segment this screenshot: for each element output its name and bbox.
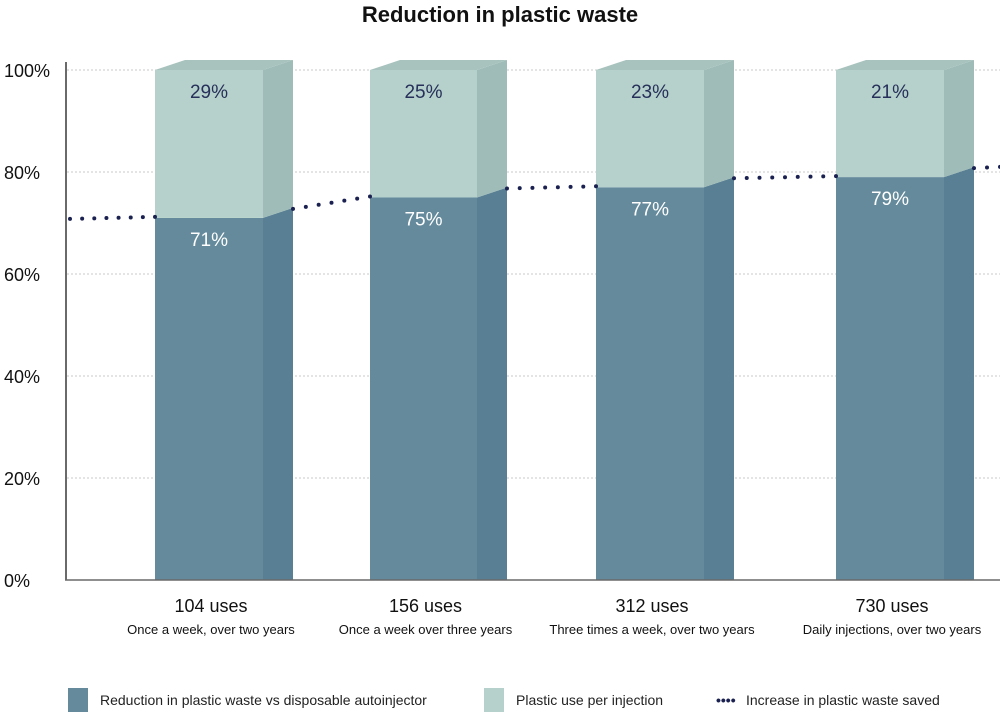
y-tick-label: 0%: [4, 571, 30, 591]
trend-line-dot: [581, 184, 586, 189]
bar-plastic-use-side: [477, 60, 507, 198]
bar-reduction: [155, 217, 263, 580]
bar-stack: 21% 79%: [836, 60, 974, 580]
trend-line-dot: [834, 174, 838, 179]
legend-swatch-reduction: [68, 688, 88, 712]
bar-plastic-use-side: [263, 60, 293, 218]
trend-line-dot: [329, 200, 334, 205]
trend-line-dot: [316, 202, 321, 207]
x-tick-label: 730 uses: [855, 596, 928, 616]
bar-top-face: [370, 60, 507, 70]
bar-reduction: [370, 197, 477, 580]
data-label-reduction: 71%: [190, 230, 228, 251]
trend-line-dot: [530, 185, 535, 190]
trend-line-dot: [732, 176, 736, 181]
bar-top-face: [836, 60, 974, 70]
x-tick-label: 312 uses: [615, 596, 688, 616]
legend-item-reduction: Reduction in plastic waste vs disposable…: [68, 688, 427, 712]
x-tick-sublabel: Daily injections, over two years: [803, 622, 982, 637]
trend-line-dot: [116, 215, 121, 220]
bar-stack: 23% 77%: [596, 60, 734, 581]
legend-dotted-line-icon: ••••: [716, 692, 736, 708]
trend-line-dot: [80, 216, 85, 221]
bar-stack: 25% 75%: [370, 60, 507, 580]
x-tick-label: 104 uses: [174, 596, 247, 616]
chart-title: Reduction in plastic waste: [361, 2, 639, 27]
trend-line-dot: [783, 175, 787, 180]
trend-line-dot: [517, 186, 522, 191]
bar-plastic-use: [370, 70, 477, 198]
legend-swatch-plastic-use: [484, 688, 504, 712]
data-label-reduction: 79%: [871, 189, 909, 210]
trend-line-dot: [808, 174, 813, 179]
y-tick-label: 100%: [4, 61, 50, 81]
trend-line-dot: [555, 185, 560, 190]
bar-plastic-use-side: [704, 60, 734, 188]
bar-plastic-use-side: [944, 60, 974, 178]
bar-reduction-side: [944, 167, 974, 580]
legend-label-plastic-use: Plastic use per injection: [516, 692, 664, 708]
trend-line-dot: [972, 166, 976, 171]
trend-line: [68, 164, 1000, 221]
bar-reduction-side: [263, 207, 293, 580]
y-axis-ticks: 0% 20% 40% 60% 80% 100%: [4, 61, 50, 591]
data-label-reduction: 77%: [631, 199, 669, 220]
trend-line-dot: [757, 175, 762, 180]
data-label-plastic-use: 23%: [631, 82, 669, 103]
bar-top-face: [155, 60, 293, 70]
bar-plastic-use: [155, 70, 263, 218]
y-tick-label: 60%: [4, 265, 40, 285]
bars: 29% 71% 25% 75% 23% 77% 21% 79%: [155, 60, 974, 581]
bar-top-face: [596, 60, 734, 70]
trend-line-dot: [92, 216, 97, 221]
bar-stack: 29% 71%: [155, 60, 293, 580]
trend-line-dot: [744, 176, 749, 181]
x-tick-label: 156 uses: [389, 596, 462, 616]
trend-line-dot: [355, 196, 360, 201]
legend-label-increase-saved: Increase in plastic waste saved: [746, 692, 940, 708]
trend-line-dot: [985, 165, 989, 170]
data-label-plastic-use: 29%: [190, 82, 228, 103]
trend-line-dot: [505, 186, 509, 191]
x-tick-sublabel: Once a week over three years: [339, 622, 513, 637]
trend-line-dot: [291, 206, 295, 211]
trend-line-dot: [153, 214, 157, 219]
legend-item-increase-saved: •••• Increase in plastic waste saved: [716, 688, 940, 712]
y-tick-label: 40%: [4, 367, 40, 387]
trend-line-dot: [68, 216, 72, 221]
bar-plastic-use: [836, 70, 944, 178]
bar-reduction: [836, 177, 944, 580]
y-tick-label: 20%: [4, 469, 40, 489]
x-tick-sublabel: Three times a week, over two years: [549, 622, 755, 637]
bar-reduction-side: [477, 187, 507, 580]
x-tick-sublabel: Once a week, over two years: [127, 622, 295, 637]
bar-reduction: [596, 187, 704, 581]
trend-line-dot: [342, 198, 347, 203]
trend-line-dot: [128, 215, 133, 220]
trend-line-dot: [594, 184, 598, 189]
bar-reduction-side: [704, 177, 734, 581]
data-label-plastic-use: 25%: [404, 82, 442, 103]
trend-line-dot: [303, 204, 308, 209]
trend-line-dot: [821, 174, 826, 179]
bar-plastic-use: [596, 70, 704, 188]
trend-line-dot: [104, 216, 109, 221]
legend-item-plastic-use: Plastic use per injection: [484, 688, 663, 712]
data-label-plastic-use: 21%: [871, 82, 909, 103]
legend-label-reduction: Reduction in plastic waste vs disposable…: [100, 692, 427, 708]
trend-line-dot: [795, 174, 800, 179]
data-label-reduction: 75%: [404, 210, 442, 231]
trend-line-dot: [543, 185, 548, 190]
trend-line-dot: [140, 215, 145, 220]
trend-line-dot: [368, 194, 372, 199]
y-tick-label: 80%: [4, 163, 40, 183]
x-axis-labels: 104 uses Once a week, over two years 156 u…: [127, 596, 982, 637]
trend-line-dot: [568, 184, 573, 189]
trend-line-dot: [770, 175, 775, 180]
